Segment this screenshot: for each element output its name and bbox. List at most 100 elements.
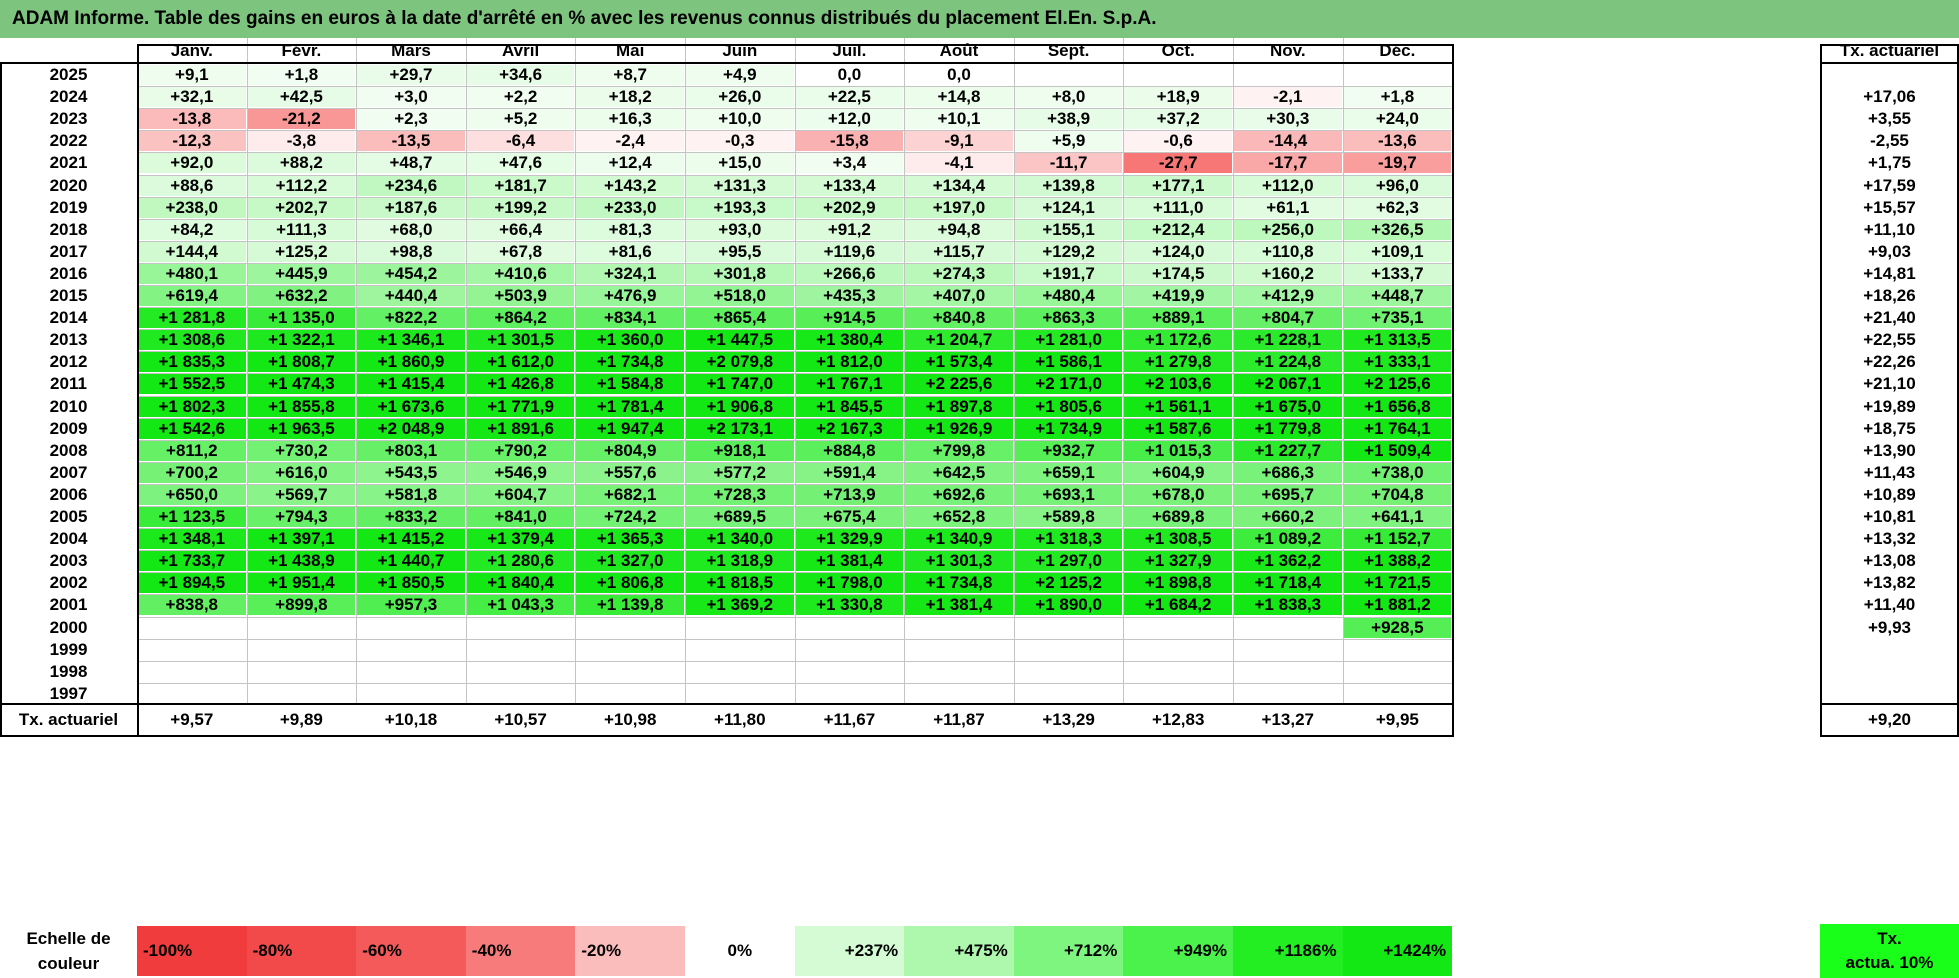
value-cell: +124,0	[1124, 241, 1232, 262]
value-cell: +1 764,1	[1343, 418, 1452, 439]
value-cell: +480,4	[1014, 286, 1123, 307]
value-cell: +1 612,0	[466, 352, 575, 373]
year-label: 2001	[49, 595, 88, 615]
value-cell	[1343, 65, 1452, 86]
value-cell: +68,0	[357, 219, 465, 240]
tx-actuariel-cell: +17,59	[1863, 175, 1916, 195]
value-cell: +1 552,5	[138, 374, 246, 395]
value-cell: +730,2	[247, 440, 356, 461]
tx-actuariel-cell: -2,55	[1870, 131, 1909, 151]
value-cell: +569,7	[247, 484, 356, 505]
value-cell: +864,2	[466, 308, 575, 329]
value-cell: +543,5	[357, 462, 465, 483]
tx-actuariel-cell: +17,06	[1863, 87, 1916, 107]
value-cell: +1 440,7	[357, 551, 465, 572]
value-cell: -0,6	[1124, 131, 1232, 152]
row-divider	[137, 329, 1453, 331]
value-cell: +822,2	[357, 308, 465, 329]
value-cell: +728,3	[686, 484, 794, 505]
column-divider	[685, 38, 686, 705]
value-cell: +1 898,8	[1124, 573, 1232, 594]
value-cell: +419,9	[1124, 286, 1232, 307]
value-cell: +1 684,2	[1124, 595, 1232, 616]
value-cell: +660,2	[1234, 507, 1342, 528]
value-cell: +1 845,5	[795, 396, 904, 417]
legend-swatch: +475%	[904, 926, 1014, 976]
value-cell: +1 360,0	[576, 330, 684, 351]
value-cell: +1 509,4	[1343, 440, 1452, 461]
value-cell: +1 330,8	[795, 595, 904, 616]
value-cell: +1 779,8	[1234, 418, 1342, 439]
value-cell: +2 079,8	[686, 352, 794, 373]
value-cell: +92,0	[138, 153, 246, 174]
value-cell	[576, 617, 684, 638]
value-cell: +1 227,7	[1234, 440, 1342, 461]
value-cell: +12,0	[795, 109, 904, 130]
value-cell	[795, 639, 904, 660]
value-cell: +1 890,0	[1014, 595, 1123, 616]
value-cell: +233,0	[576, 197, 684, 218]
value-cell: +5,9	[1014, 131, 1123, 152]
value-cell: -13,6	[1343, 131, 1452, 152]
value-cell: +1 926,9	[905, 418, 1013, 439]
value-cell	[686, 683, 794, 704]
year-label: 2009	[49, 418, 88, 438]
tx-actuariel-cell: +11,40	[1863, 595, 1916, 615]
value-cell: +695,7	[1234, 484, 1342, 505]
column-divider	[356, 38, 358, 705]
value-cell: +678,0	[1124, 484, 1232, 505]
value-cell: +735,1	[1343, 308, 1452, 329]
column-divider	[1013, 38, 1015, 705]
value-cell: +112,2	[247, 175, 356, 196]
value-cell: +476,9	[576, 286, 684, 307]
value-cell: +16,3	[576, 109, 684, 130]
value-cell: +1 808,7	[247, 352, 356, 373]
footer-value: +9,95	[1375, 710, 1419, 729]
value-cell: +1 586,1	[1014, 352, 1123, 373]
column-divider	[1342, 38, 1344, 705]
value-cell: +1 280,6	[466, 551, 575, 572]
value-cell: +838,8	[138, 595, 246, 616]
page-title: ADAM Informe. Table des gains en euros à…	[0, 0, 1959, 38]
legend-swatch: +1186%	[1233, 926, 1343, 976]
footer-value: +10,98	[603, 710, 657, 729]
tx-actuariel-cell: +18,75	[1863, 418, 1916, 438]
value-cell	[576, 639, 684, 660]
month-header: Sept.	[1047, 41, 1090, 60]
value-cell: +124,1	[1014, 197, 1123, 218]
value-cell: +604,7	[466, 484, 575, 505]
month-header: Mai	[616, 41, 645, 60]
value-cell: +34,6	[466, 65, 575, 86]
value-cell: +619,4	[138, 286, 246, 307]
value-cell	[1124, 661, 1232, 682]
year-label: 2002	[49, 573, 88, 593]
tx-actuariel-cell: +13,90	[1863, 440, 1916, 460]
column-divider	[904, 38, 906, 705]
value-cell: +604,9	[1124, 462, 1232, 483]
tx-actuariel-cell: +10,89	[1863, 484, 1916, 504]
year-label: 2008	[49, 440, 88, 460]
footer-tx: +9,20	[1867, 710, 1911, 729]
body-bottom	[0, 703, 1455, 705]
value-cell: +704,8	[1343, 484, 1452, 505]
value-cell: +1 818,5	[686, 573, 794, 594]
tx-footer-bottom	[1820, 735, 1959, 737]
row-divider	[137, 351, 1453, 353]
row-divider	[137, 395, 1453, 397]
footer-value: +9,57	[170, 710, 214, 729]
value-cell	[357, 683, 465, 704]
value-cell: +652,8	[905, 507, 1013, 528]
value-cell: +1 733,7	[138, 551, 246, 572]
value-cell: +144,4	[138, 241, 246, 262]
value-cell: +1 747,0	[686, 374, 794, 395]
value-cell: +589,8	[1014, 507, 1123, 528]
year-label: 2004	[49, 529, 88, 549]
value-cell: +689,8	[1124, 507, 1232, 528]
value-cell: +546,9	[466, 462, 575, 483]
value-cell: +738,0	[1343, 462, 1452, 483]
value-cell	[1343, 639, 1452, 660]
row-divider	[137, 108, 1453, 110]
value-cell: +518,0	[686, 286, 794, 307]
value-cell: +9,1	[138, 65, 246, 86]
value-cell: 0,0	[795, 65, 904, 86]
